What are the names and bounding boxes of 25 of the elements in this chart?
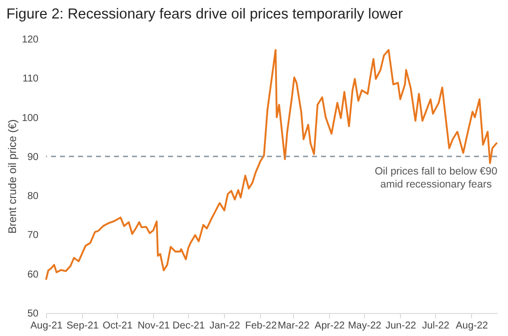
x-tick-label: Jul-22 [422, 320, 450, 332]
x-tick-label: Jun-22 [385, 320, 416, 332]
x-tick-label: Jan-22 [210, 320, 241, 332]
x-tick-label: Aug-22 [456, 320, 488, 332]
y-axis-title: Brent crude oil price (€) [6, 119, 19, 234]
line-series [45, 49, 498, 281]
y-tick-label: 120 [22, 34, 39, 46]
x-tick-label: Apr-22 [314, 320, 346, 332]
y-tick-label: 80 [27, 191, 39, 202]
x-tick-label: Nov-21 [138, 320, 170, 332]
x-tick-label: May-22 [348, 320, 382, 332]
y-tick-label: 100 [22, 112, 39, 124]
chart-title: Figure 2: Recessionary fears drive oil prices temporarily lower [6, 6, 403, 22]
x-tick-label: Oct-21 [102, 320, 134, 332]
y-tick-label: 70 [27, 230, 39, 242]
y-tick-label: 90 [27, 152, 39, 163]
ref-line-label: Oil prices fall to below €90 amid recessionary fears [374, 165, 498, 190]
x-tick-label: Aug-21 [30, 320, 64, 332]
x-tick-label: Feb-22 [245, 320, 278, 332]
y-tick-label: 110 [22, 74, 39, 85]
x-tick-label: Sep-21 [66, 320, 100, 332]
y-tick-label: 60 [27, 269, 39, 280]
x-tick-label: Mar-22 [278, 320, 310, 332]
y-tick-label: 50 [27, 308, 39, 320]
x-tick-label: Dec-21 [172, 320, 206, 332]
